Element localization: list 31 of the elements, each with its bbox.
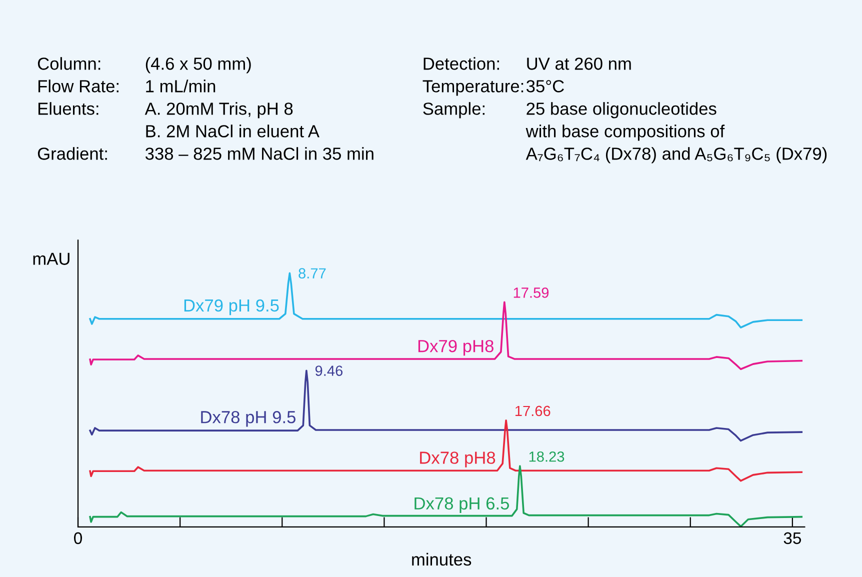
x-tick-label: 35	[784, 532, 801, 544]
annotation: 8.77	[298, 268, 326, 278]
text: 1 mL/min	[146, 80, 216, 92]
text: UV at 260 nm	[527, 58, 631, 70]
text: 25 base oligonucleotides	[526, 102, 716, 118]
text: A₇G₆T₇C₄ (Dx78) and A₅G₆T₉C₅ (Dx79)	[526, 147, 827, 164]
x-axis-title: minutes	[412, 552, 472, 566]
text: Column:	[38, 57, 100, 70]
text: (4.6 x 50 mm)	[146, 57, 251, 74]
annotation: 18.23	[529, 451, 564, 462]
series-label: Dx78 pH8	[420, 452, 496, 468]
text: Temperature:	[422, 80, 524, 96]
text: Gradient:	[38, 147, 107, 160]
x-tick-label: 0	[74, 532, 82, 544]
text: Flow Rate:	[38, 80, 118, 92]
series-label: Dx78 pH 9.5	[201, 411, 296, 427]
text: 338 – 825 mM NaCl in 35 min	[145, 147, 374, 160]
series-label: Dx79 pH8	[418, 340, 494, 356]
text: B. 2M NaCl in eluent A	[146, 124, 320, 138]
y-axis-title: mAU	[33, 252, 70, 265]
annotation: 17.66	[515, 406, 550, 416]
series-label: Dx79 pH 9.5	[184, 299, 279, 316]
text: Sample:	[423, 102, 484, 118]
annotation: 9.46	[315, 366, 342, 376]
text: Detection:	[424, 57, 499, 70]
text: 35°C	[526, 80, 564, 92]
annotation: 17.59	[514, 288, 549, 298]
series-label: Dx78 pH 6.5	[414, 497, 509, 514]
text: A. 20mM Tris, pH 8	[144, 102, 293, 118]
text: with base compositions of	[526, 124, 725, 141]
text: Eluents:	[38, 102, 98, 115]
